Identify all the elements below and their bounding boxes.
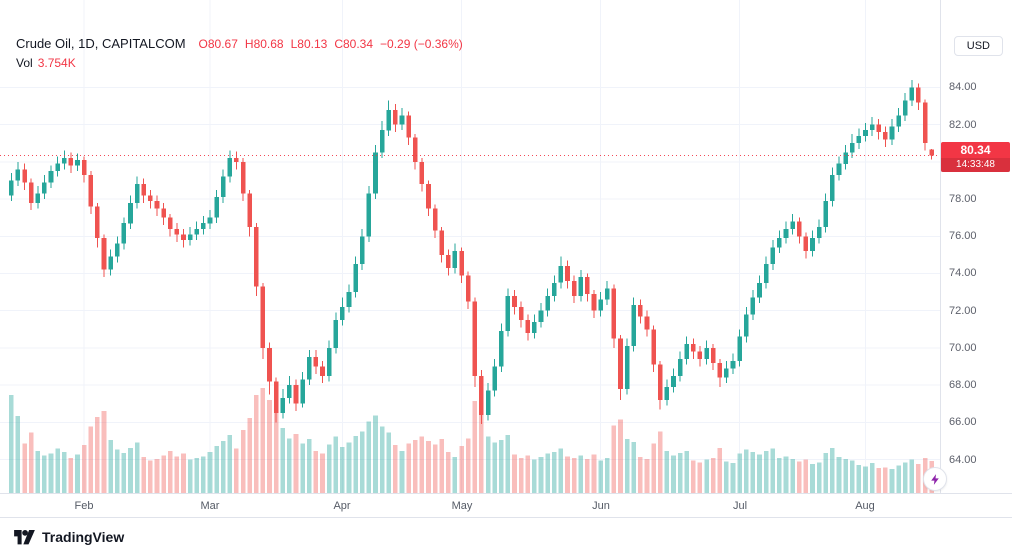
- lightning-icon: [930, 473, 939, 485]
- price-axis-label: 68.00: [949, 379, 977, 391]
- ohlc-change: −0.29 (−0.36%): [380, 37, 463, 51]
- time-axis[interactable]: Feb Mar Apr May Jun Jul Aug: [0, 493, 1012, 518]
- ohlc-close-value: 80.34: [343, 37, 374, 51]
- time-axis-label: Aug: [855, 500, 875, 512]
- tradingview-brand-text: TradingView: [42, 529, 125, 545]
- time-axis-label: Jun: [592, 500, 610, 512]
- price-axis-label: 66.00: [949, 416, 977, 428]
- ohlc-high-value: 80.68: [253, 37, 284, 51]
- tradingview-logo-icon: [14, 529, 35, 544]
- price-axis-label: 70.00: [949, 342, 977, 354]
- symbol-title[interactable]: Crude Oil, 1D, CAPITALCOM: [16, 36, 186, 51]
- price-axis-label: 84.00: [949, 81, 977, 93]
- legend-row-ohlc: Crude Oil, 1D, CAPITALCOM O80.67 H80.68 L80…: [16, 36, 463, 51]
- time-axis-label: Mar: [200, 500, 220, 512]
- price-tag-value: 80.34: [960, 143, 991, 157]
- ohlc-low-label: L: [290, 37, 298, 51]
- volume-label: Vol: [16, 56, 33, 70]
- ohlc-open-value: 80.67: [207, 37, 238, 51]
- time-axis-label: Feb: [74, 500, 94, 512]
- tradingview-attribution[interactable]: TradingView: [14, 529, 124, 545]
- volume-value: 3.754K: [37, 56, 76, 70]
- price-axis-label: 64.00: [949, 454, 977, 466]
- ohlc-close-label: C: [334, 37, 343, 51]
- price-axis-label: 78.00: [949, 193, 977, 205]
- currency-button[interactable]: USD: [953, 36, 1003, 56]
- ohlc-low-value: 80.13: [297, 37, 328, 51]
- price-tag: 80.34 14:33:48: [941, 142, 1010, 172]
- time-axis-label: Apr: [333, 500, 351, 512]
- price-axis-label: 74.00: [949, 267, 977, 279]
- price-axis-label: 76.00: [949, 230, 977, 242]
- price-tag-countdown: 14:33:48: [941, 158, 1010, 172]
- price-axis-label: 72.00: [949, 305, 977, 317]
- time-axis-label: Jul: [732, 500, 748, 512]
- legend-row-volume: Vol 3.754K: [16, 56, 463, 70]
- time-axis-label: May: [451, 500, 473, 512]
- price-axis-label: 82.00: [949, 119, 977, 131]
- chart-plot-area[interactable]: [0, 0, 940, 493]
- quick-action-button[interactable]: [923, 467, 947, 491]
- price-axis[interactable]: 84.0082.0080.0078.0076.0074.0072.0070.00…: [940, 0, 1012, 493]
- chart-legend: Crude Oil, 1D, CAPITALCOM O80.67 H80.68 L80…: [16, 36, 463, 70]
- chart-canvas[interactable]: [0, 0, 940, 493]
- ohlc-open-label: O: [198, 37, 208, 51]
- ohlc-high-label: H: [244, 37, 254, 51]
